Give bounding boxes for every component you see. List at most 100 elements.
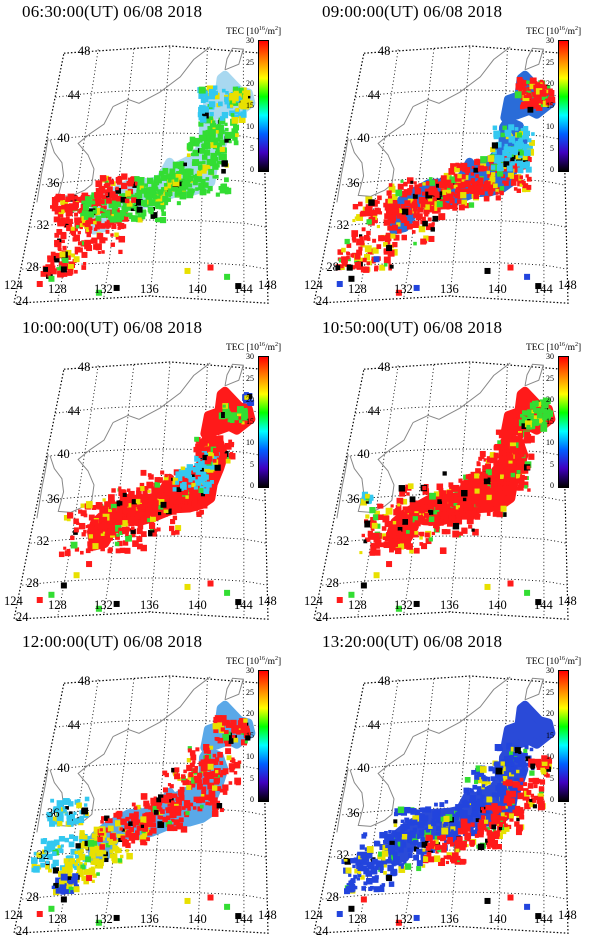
tec-pixel [398, 485, 406, 492]
tec-pixel [100, 546, 105, 552]
tec-pixel [477, 513, 481, 517]
tec-pixel [447, 179, 452, 184]
tec-pixel [131, 504, 138, 511]
tec-pixel [428, 223, 435, 230]
tec-pixel [431, 821, 437, 827]
tec-pixel [169, 784, 174, 789]
tec-pixel [137, 819, 142, 825]
tec-pixel [391, 862, 396, 867]
tec-pixel [83, 215, 89, 220]
colorbar-title-part: /m [564, 343, 576, 354]
tec-pixel [86, 228, 90, 232]
tec-pixel [175, 480, 180, 485]
tec-pixel [470, 187, 477, 194]
tec-pixel [229, 757, 235, 763]
tec-pixel [85, 502, 93, 509]
tec-pixel [212, 163, 219, 170]
tec-pixel [504, 143, 508, 148]
tec-pixel [499, 462, 507, 470]
tec-pixel [497, 469, 502, 474]
tec-pixel [443, 821, 449, 827]
tec-pixel [244, 740, 248, 744]
latitude-label: 28 [26, 260, 39, 275]
tec-pixel [92, 209, 97, 214]
tec-pixel [536, 413, 543, 419]
tec-pixel [157, 821, 165, 828]
map-panel-1: 06:30:00(UT) 06/08 2018 48 44 40 36 32 28 24 124… [0, 0, 300, 310]
tec-pixel [510, 154, 517, 162]
tec-pixel [173, 826, 177, 830]
tec-pixel [241, 410, 246, 415]
tec-pixel [175, 799, 182, 806]
tec-pixel [147, 473, 152, 477]
tec-pixel [65, 806, 69, 810]
tec-pixel [547, 758, 553, 764]
tec-pixel [233, 761, 241, 769]
tec-pixel [78, 509, 83, 514]
tec-pixel [501, 828, 507, 835]
tec-pixel [63, 858, 69, 864]
tec-pixel [79, 225, 83, 230]
tec-pixel [371, 858, 378, 865]
tec-pixel [122, 492, 127, 497]
tec-pixel [366, 877, 373, 885]
colorbar-title-part: /m [264, 657, 276, 668]
colorbar-title-part: ] [578, 343, 582, 354]
tec-pixel [63, 272, 68, 277]
tec-pixel [86, 196, 92, 203]
tec-pixel [437, 835, 441, 840]
tec-pixel [454, 174, 462, 182]
tec-pixel [406, 177, 414, 184]
tec-pixel [446, 490, 454, 497]
tec-pixel [522, 132, 529, 140]
tec-pixel [206, 158, 213, 165]
tec-pixel [228, 140, 232, 144]
tec-pixel [441, 827, 449, 835]
tec-pixel [67, 218, 73, 225]
tec-pixel [45, 860, 50, 865]
tec-pixel [172, 515, 178, 521]
tec-pixel [238, 419, 243, 423]
tec-pixel [497, 155, 505, 162]
tec-pixel [139, 185, 144, 190]
longitude-label: 132 [94, 598, 113, 612]
latitude-label: 32 [336, 218, 350, 233]
tec-pixel [47, 815, 53, 822]
tec-pixel [528, 453, 534, 459]
tec-pixel [224, 273, 231, 280]
tec-pixel [213, 797, 218, 802]
tec-pixel [213, 140, 219, 146]
tec-pixel [81, 807, 89, 815]
latitude-label: 36 [46, 492, 60, 507]
tec-pixel [376, 224, 380, 229]
tec-pixel [66, 512, 74, 519]
tec-pixel [429, 180, 436, 186]
tec-pixel [122, 540, 129, 546]
tec-pixel [192, 760, 196, 764]
tec-pixel [404, 538, 411, 546]
tec-pixel [31, 857, 38, 864]
tec-pixel [94, 845, 100, 852]
tec-pixel [517, 432, 524, 439]
tec-pixel [131, 520, 135, 525]
tec-pixel [487, 781, 491, 785]
tec-pixel [508, 136, 516, 143]
colorbar-tick-label: 30 [546, 36, 554, 45]
tec-pixel [353, 885, 358, 890]
tec-pixel [85, 548, 91, 554]
latitude-label: 32 [336, 848, 350, 863]
tec-pixel [209, 118, 214, 124]
tec-pixel [512, 809, 519, 817]
colorbar-title-part: 2 [275, 342, 279, 348]
tec-pixel [94, 837, 99, 841]
tec-pixel [344, 238, 350, 245]
tec-pixel [63, 808, 67, 813]
colorbar-title-part: TEC [10 [226, 657, 259, 668]
tec-pixel [519, 448, 524, 453]
tec-pixel [457, 496, 464, 503]
tec-pixel [475, 824, 480, 829]
tec-pixel [398, 543, 405, 550]
tec-pixel [499, 186, 505, 191]
tec-pixel [189, 762, 195, 768]
tec-pixel [86, 875, 93, 882]
